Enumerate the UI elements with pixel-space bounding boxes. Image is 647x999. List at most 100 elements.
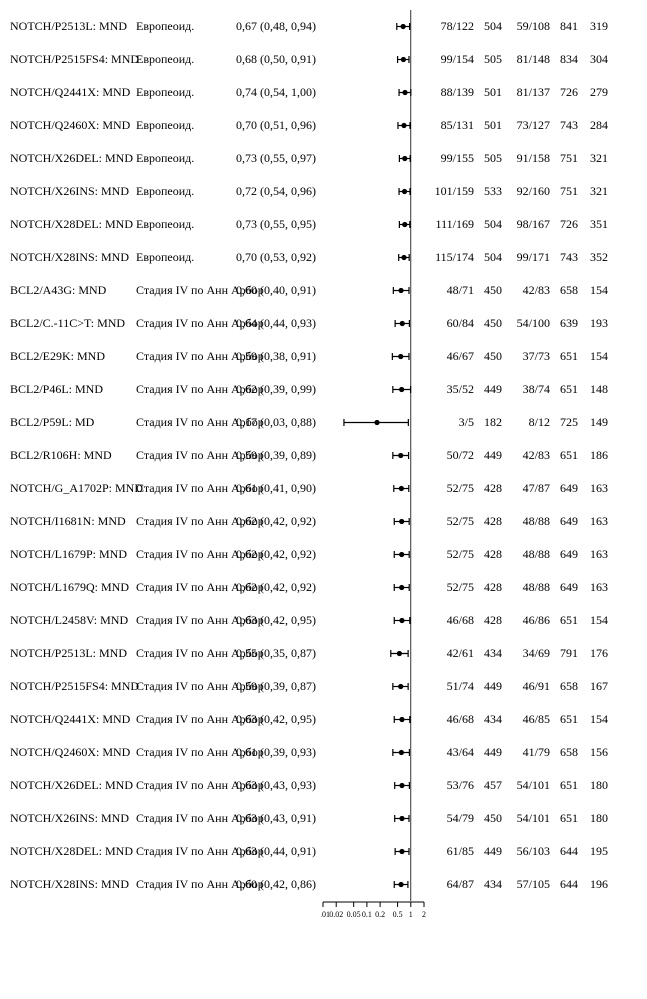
- hazard-ratio-text: 0,17 (0,03, 0,88): [236, 415, 321, 430]
- hazard-ratio-text: 0,61 (0,39, 0,93): [236, 745, 321, 760]
- n2: 644: [550, 877, 578, 892]
- events-over-n-2: 91/158: [502, 151, 550, 166]
- svg-text:0.1: 0.1: [362, 910, 372, 919]
- stratum: Европеоид.: [136, 184, 236, 199]
- stratum: Стадия IV по Анн Арбор: [136, 580, 236, 595]
- events-over-n-2: 37/73: [502, 349, 550, 364]
- stratum: Стадия IV по Анн Арбор: [136, 679, 236, 694]
- table-row: NOTCH/L1679P: MNDСтадия IV по Анн Арбор0…: [10, 538, 637, 571]
- events-over-n-2: 73/127: [502, 118, 550, 133]
- index-value: 167: [578, 679, 608, 694]
- index-value: 163: [578, 481, 608, 496]
- events-over-n-1: 3/5: [426, 415, 474, 430]
- events-over-n-1: 111/169: [426, 217, 474, 232]
- events-over-n-1: 46/67: [426, 349, 474, 364]
- n1: 449: [474, 382, 502, 397]
- forest-cell: [321, 505, 426, 538]
- n2: 743: [550, 250, 578, 265]
- table-row: BCL2/R106H: MNDСтадия IV по Анн Арбор0,5…: [10, 439, 637, 472]
- n2: 639: [550, 316, 578, 331]
- mutation-name: NOTCH/Q2460X: MND: [10, 118, 136, 133]
- forest-cell: [321, 637, 426, 670]
- n2: 649: [550, 580, 578, 595]
- stratum: Стадия IV по Анн Арбор: [136, 349, 236, 364]
- hazard-ratio-text: 0,74 (0,54, 1,00): [236, 85, 321, 100]
- index-value: 154: [578, 349, 608, 364]
- n1: 450: [474, 283, 502, 298]
- mutation-name: NOTCH/L1679P: MND: [10, 547, 136, 562]
- index-value: 284: [578, 118, 608, 133]
- hazard-ratio-text: 0,62 (0,42, 0,92): [236, 580, 321, 595]
- events-over-n-1: 51/74: [426, 679, 474, 694]
- hazard-ratio-text: 0,63 (0,43, 0,93): [236, 778, 321, 793]
- events-over-n-2: 56/103: [502, 844, 550, 859]
- stratum: Европеоид.: [136, 85, 236, 100]
- table-row: NOTCH/P2515FS4: MNDСтадия IV по Анн Арбо…: [10, 670, 637, 703]
- index-value: 321: [578, 184, 608, 199]
- events-over-n-1: 61/85: [426, 844, 474, 859]
- forest-cell: [321, 109, 426, 142]
- events-over-n-1: 52/75: [426, 481, 474, 496]
- index-value: 156: [578, 745, 608, 760]
- n2: 644: [550, 844, 578, 859]
- events-over-n-2: 34/69: [502, 646, 550, 661]
- events-over-n-1: 78/122: [426, 19, 474, 34]
- stratum: Стадия IV по Анн Арбор: [136, 316, 236, 331]
- n2: 658: [550, 283, 578, 298]
- table-row: NOTCH/P2515FS4: MNDЕвропеоид.0,68 (0,50,…: [10, 43, 637, 76]
- mutation-name: NOTCH/Q2441X: MND: [10, 712, 136, 727]
- events-over-n-2: 54/100: [502, 316, 550, 331]
- n2: 841: [550, 19, 578, 34]
- hazard-ratio-text: 0,60 (0,40, 0,91): [236, 283, 321, 298]
- n1: 504: [474, 250, 502, 265]
- index-value: 154: [578, 712, 608, 727]
- n2: 834: [550, 52, 578, 67]
- n1: 504: [474, 19, 502, 34]
- events-over-n-2: 46/85: [502, 712, 550, 727]
- svg-text:1: 1: [409, 910, 413, 919]
- n2: 751: [550, 151, 578, 166]
- forest-cell: [321, 43, 426, 76]
- index-value: 279: [578, 85, 608, 100]
- mutation-name: NOTCH/P2513L: MND: [10, 646, 136, 661]
- n1: 428: [474, 547, 502, 562]
- index-value: 163: [578, 514, 608, 529]
- index-value: 176: [578, 646, 608, 661]
- svg-text:2: 2: [422, 910, 426, 919]
- table-row: NOTCH/G_A1702P: MNDСтадия IV по Анн Арбо…: [10, 472, 637, 505]
- forest-cell: [321, 142, 426, 175]
- events-over-n-1: 60/84: [426, 316, 474, 331]
- hazard-ratio-text: 0,70 (0,51, 0,96): [236, 118, 321, 133]
- stratum: Европеоид.: [136, 151, 236, 166]
- stratum: Стадия IV по Анн Арбор: [136, 448, 236, 463]
- events-over-n-2: 98/167: [502, 217, 550, 232]
- n2: 651: [550, 778, 578, 793]
- events-over-n-1: 46/68: [426, 712, 474, 727]
- hazard-ratio-text: 0,62 (0,42, 0,92): [236, 514, 321, 529]
- events-over-n-2: 99/171: [502, 250, 550, 265]
- table-row: BCL2/A43G: MNDСтадия IV по Анн Арбор0,60…: [10, 274, 637, 307]
- index-value: 304: [578, 52, 608, 67]
- stratum: Стадия IV по Анн Арбор: [136, 613, 236, 628]
- n2: 658: [550, 679, 578, 694]
- table-row: NOTCH/Q2441X: MNDЕвропеоид.0,74 (0,54, 1…: [10, 76, 637, 109]
- mutation-name: NOTCH/P2515FS4: MND: [10, 52, 136, 67]
- n2: 751: [550, 184, 578, 199]
- events-over-n-2: 48/88: [502, 580, 550, 595]
- n1: 434: [474, 646, 502, 661]
- events-over-n-1: 50/72: [426, 448, 474, 463]
- events-over-n-2: 47/87: [502, 481, 550, 496]
- axis-row: 0.010.020.050.10.20.512: [10, 901, 637, 927]
- forest-cell: [321, 10, 426, 43]
- forest-cell: [321, 307, 426, 340]
- mutation-name: NOTCH/X28DEL: MND: [10, 844, 136, 859]
- n2: 658: [550, 745, 578, 760]
- hazard-ratio-text: 0,61 (0,41, 0,90): [236, 481, 321, 496]
- events-over-n-1: 99/155: [426, 151, 474, 166]
- events-over-n-1: 52/75: [426, 514, 474, 529]
- stratum: Стадия IV по Анн Арбор: [136, 547, 236, 562]
- hazard-ratio-text: 0,60 (0,42, 0,86): [236, 877, 321, 892]
- events-over-n-1: 52/75: [426, 547, 474, 562]
- n2: 651: [550, 382, 578, 397]
- events-over-n-1: 88/139: [426, 85, 474, 100]
